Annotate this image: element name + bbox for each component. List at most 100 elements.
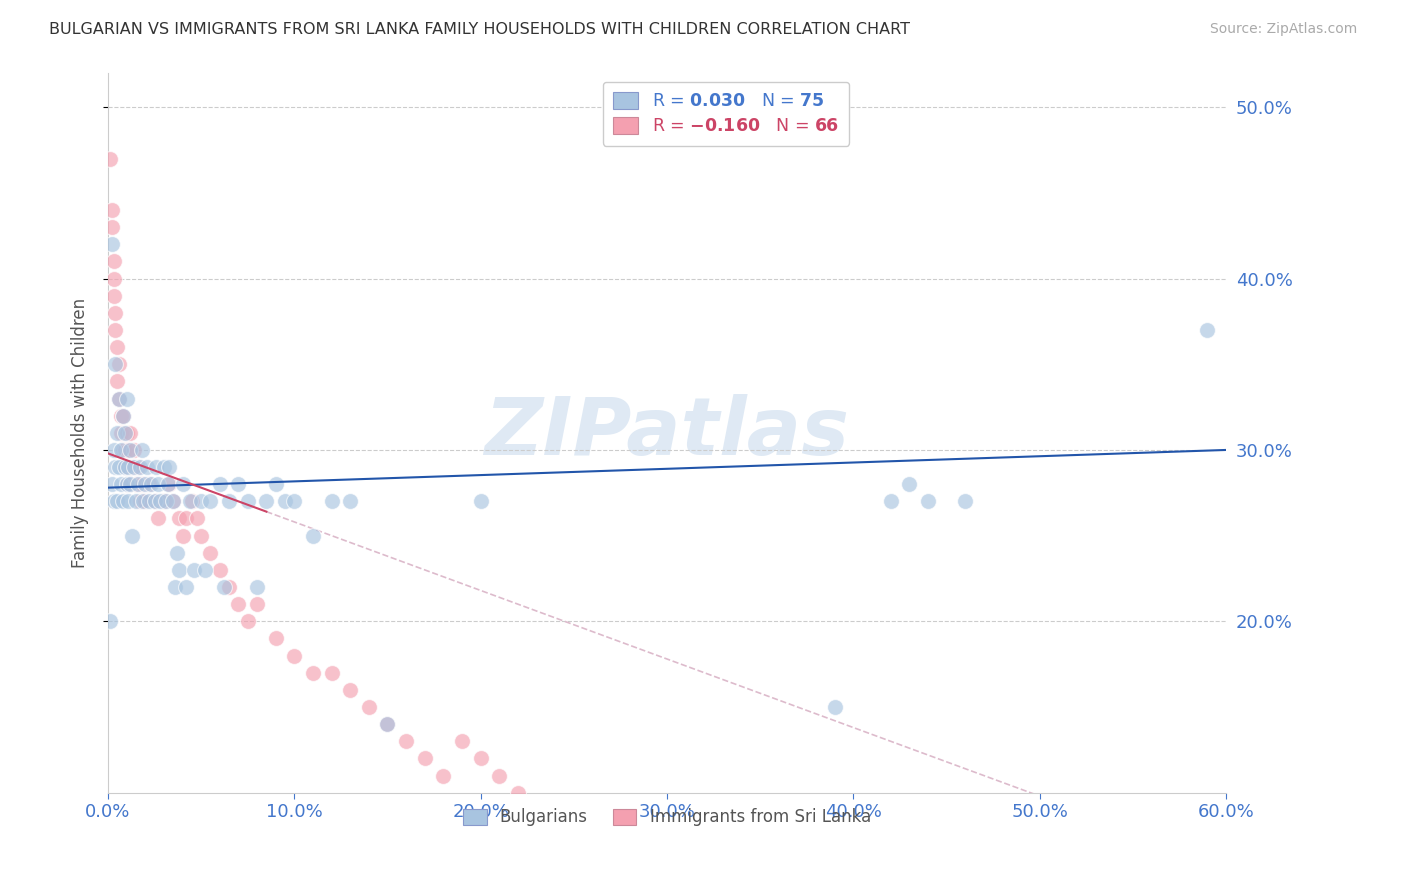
Point <box>357 700 380 714</box>
Point <box>302 528 325 542</box>
Point <box>194 563 217 577</box>
Point <box>321 665 343 680</box>
Point <box>172 528 194 542</box>
Point <box>128 494 150 508</box>
Point <box>159 460 181 475</box>
Text: BULGARIAN VS IMMIGRANTS FROM SRI LANKA FAMILY HOUSEHOLDS WITH CHILDREN CORRELATI: BULGARIAN VS IMMIGRANTS FROM SRI LANKA F… <box>49 22 910 37</box>
Point <box>117 460 139 475</box>
Point <box>166 546 188 560</box>
Text: Source: ZipAtlas.com: Source: ZipAtlas.com <box>1209 22 1357 37</box>
Point <box>200 546 222 560</box>
Point <box>127 477 149 491</box>
Point <box>153 460 176 475</box>
Point <box>121 528 143 542</box>
Point <box>208 563 231 577</box>
Point <box>148 511 170 525</box>
Point <box>111 494 134 508</box>
Point <box>122 460 145 475</box>
Point <box>236 615 259 629</box>
Point <box>264 477 287 491</box>
Point <box>110 442 132 457</box>
Point <box>103 289 125 303</box>
Point <box>104 357 127 371</box>
Point <box>108 392 131 406</box>
Point <box>283 494 305 508</box>
Point <box>451 734 474 748</box>
Point <box>134 494 156 508</box>
Point <box>128 460 150 475</box>
Point <box>120 477 142 491</box>
Point <box>246 580 269 594</box>
Point <box>108 460 131 475</box>
Point <box>156 477 179 491</box>
Point <box>110 477 132 491</box>
Point <box>212 580 235 594</box>
Point <box>100 202 122 217</box>
Point <box>103 494 125 508</box>
Point <box>105 494 128 508</box>
Point <box>470 751 492 765</box>
Point <box>183 563 205 577</box>
Point <box>413 751 436 765</box>
Point <box>159 477 181 491</box>
Point <box>114 460 136 475</box>
Point <box>824 700 846 714</box>
Point <box>149 494 172 508</box>
Point <box>190 528 212 542</box>
Point <box>134 477 156 491</box>
Point <box>264 632 287 646</box>
Point <box>544 820 567 834</box>
Point <box>136 460 159 475</box>
Point <box>104 323 127 337</box>
Point <box>174 511 197 525</box>
Point <box>111 442 134 457</box>
Point <box>526 803 548 817</box>
Point <box>108 357 131 371</box>
Point <box>143 494 166 508</box>
Point <box>917 494 939 508</box>
Point <box>115 392 138 406</box>
Point <box>131 477 153 491</box>
Point <box>208 477 231 491</box>
Point <box>122 442 145 457</box>
Point <box>155 494 177 508</box>
Point <box>148 477 170 491</box>
Point <box>105 340 128 354</box>
Point <box>103 254 125 268</box>
Point <box>121 460 143 475</box>
Point <box>145 460 167 475</box>
Point <box>115 477 138 491</box>
Point <box>302 665 325 680</box>
Point <box>114 442 136 457</box>
Point <box>162 494 184 508</box>
Y-axis label: Family Households with Children: Family Households with Children <box>72 298 89 568</box>
Point <box>103 442 125 457</box>
Point <box>200 494 222 508</box>
Point <box>395 734 418 748</box>
Point <box>218 494 240 508</box>
Point <box>125 477 148 491</box>
Point <box>167 563 190 577</box>
Point <box>139 477 162 491</box>
Point <box>339 494 361 508</box>
Point <box>114 460 136 475</box>
Point <box>186 511 208 525</box>
Point <box>180 494 202 508</box>
Point <box>103 271 125 285</box>
Point <box>115 477 138 491</box>
Point <box>100 220 122 235</box>
Point <box>100 237 122 252</box>
Point <box>228 597 250 611</box>
Point <box>132 494 155 508</box>
Point <box>117 460 139 475</box>
Point <box>488 768 510 782</box>
Point <box>274 494 297 508</box>
Point <box>104 306 127 320</box>
Point <box>98 615 121 629</box>
Point <box>562 837 585 851</box>
Point <box>98 152 121 166</box>
Point <box>104 460 127 475</box>
Point <box>432 768 454 782</box>
Legend: Bulgarians, Immigrants from Sri Lanka: Bulgarians, Immigrants from Sri Lanka <box>456 800 879 835</box>
Point <box>339 682 361 697</box>
